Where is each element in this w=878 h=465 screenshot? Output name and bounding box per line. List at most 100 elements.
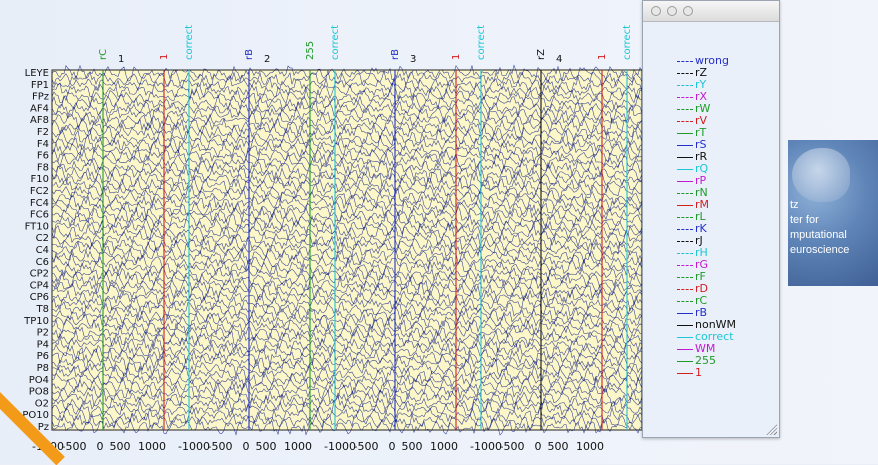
legend-label: rX <box>695 90 708 103</box>
eeg-trace-fp1 <box>51 75 643 94</box>
eeg-trace-f3 <box>51 128 643 147</box>
eeg-trace-c3 <box>51 235 643 253</box>
logo-text: tz ter for mputational euroscience <box>790 199 850 256</box>
legend-label: rQ <box>695 162 709 175</box>
legend-label: rY <box>695 78 707 91</box>
eeg-trace-c2 <box>51 230 643 249</box>
legend-swatch <box>677 348 693 350</box>
eeg-trace-fc4 <box>51 195 643 212</box>
legend-swatch <box>677 372 693 374</box>
eeg-trace-c1 <box>51 222 643 242</box>
eeg-trace-af4 <box>51 100 643 117</box>
eeg-trace-fc2 <box>51 181 643 201</box>
legend-label: 255 <box>695 354 716 367</box>
legend-swatch <box>677 264 693 266</box>
legend-window[interactable]: wrong rZ rY rX rW rV rT rS rR rQ rP rN rM rL rK rJ rH rG r… <box>642 0 780 438</box>
window-titlebar[interactable] <box>643 1 779 22</box>
channel-label: PO10 <box>22 410 49 421</box>
legend-swatch <box>677 252 693 254</box>
legend-label: rF <box>695 270 706 283</box>
legend-item: rL <box>643 211 779 223</box>
legend-item: rB <box>643 307 779 319</box>
legend-swatch <box>677 60 693 62</box>
legend-label: rW <box>695 102 711 115</box>
legend-label: rC <box>695 294 708 307</box>
channel-label: C6 <box>36 257 49 268</box>
eeg-trace-p3 <box>51 329 643 348</box>
legend-swatch <box>677 156 693 158</box>
eeg-trace-cp4 <box>51 276 643 295</box>
eeg-trace-fp2 <box>51 81 643 101</box>
legend-label: rP <box>695 174 707 187</box>
x-tick-label: 0 <box>389 440 396 453</box>
legend-swatch <box>677 144 693 146</box>
eeg-trace-p5 <box>51 341 643 361</box>
eeg-trace-af3 <box>51 93 643 113</box>
legend-item: nonWM <box>643 319 779 331</box>
x-tick-label: 1000 <box>138 440 166 453</box>
minimize-window-button[interactable] <box>667 6 677 16</box>
eeg-trace-po3 <box>51 364 643 383</box>
legend-label: rB <box>695 306 708 319</box>
eeg-trace-cp6 <box>51 288 643 306</box>
legend-item: rX <box>643 91 779 103</box>
legend-item: 255 <box>643 355 779 367</box>
eeg-trace-tp9 <box>51 306 643 324</box>
legend-swatch <box>677 204 693 206</box>
legend-label: rS <box>695 138 707 151</box>
legend-swatch <box>677 180 693 182</box>
x-tick-label: 0 <box>97 440 104 453</box>
channel-label: CP6 <box>30 292 49 303</box>
legend-item: rQ <box>643 163 779 175</box>
x-tick-label: 1000 <box>284 440 312 453</box>
legend-label: rZ <box>695 66 708 79</box>
legend-swatch <box>677 72 693 74</box>
eeg-trace-p2 <box>51 322 643 341</box>
eeg-trace-fc1 <box>51 175 643 195</box>
epoch-event-label: 255 <box>305 41 316 60</box>
x-tick-label: -1000 <box>324 440 356 453</box>
eeg-trace-c4 <box>51 240 643 259</box>
legend-item: rJ <box>643 235 779 247</box>
zoom-window-button[interactable] <box>683 6 693 16</box>
x-tick-label: 0 <box>243 440 250 453</box>
legend-item: rK <box>643 223 779 235</box>
channel-label: FP1 <box>31 80 49 91</box>
channel-label: AF4 <box>30 103 49 114</box>
epoch-event-label: correct <box>184 25 195 60</box>
eeg-trace-f7 <box>51 151 643 170</box>
epoch-event-label: correct <box>622 25 633 60</box>
legend-swatch <box>677 288 693 290</box>
channel-label: F6 <box>37 151 49 162</box>
channel-label: C4 <box>36 245 49 256</box>
legend-item: rW <box>643 103 779 115</box>
eeg-trace-po10 <box>51 406 643 425</box>
legend-item: rN <box>643 187 779 199</box>
x-tick-label: -500 <box>62 440 87 453</box>
epoch-event-label: rZ <box>536 49 547 60</box>
eeg-trace-af7 <box>51 104 643 124</box>
eeg-trace-cp3 <box>51 269 643 290</box>
legend-swatch <box>677 324 693 326</box>
institute-logo: tz ter for mputational euroscience <box>788 140 878 286</box>
epoch-event-label: rC <box>98 49 109 60</box>
close-window-button[interactable] <box>651 6 661 16</box>
channel-label: P6 <box>37 351 49 362</box>
eeg-trace-fc3 <box>51 187 643 207</box>
epoch-event-label: correct <box>476 25 487 60</box>
legend-item: rP <box>643 175 779 187</box>
legend-swatch <box>677 84 693 86</box>
legend-swatch <box>677 216 693 218</box>
channel-label: P8 <box>37 363 49 374</box>
legend-swatch <box>677 192 693 194</box>
channel-label: AF8 <box>30 115 49 126</box>
eeg-trace-tp10 <box>51 312 643 331</box>
brain-image <box>792 148 850 202</box>
eeg-trace-leye <box>51 64 643 82</box>
legend-item: rY <box>643 79 779 91</box>
resize-grip[interactable] <box>765 423 777 435</box>
x-tick-label: 500 <box>548 440 569 453</box>
legend-swatch <box>677 276 693 278</box>
x-tick-label: -1000 <box>470 440 502 453</box>
